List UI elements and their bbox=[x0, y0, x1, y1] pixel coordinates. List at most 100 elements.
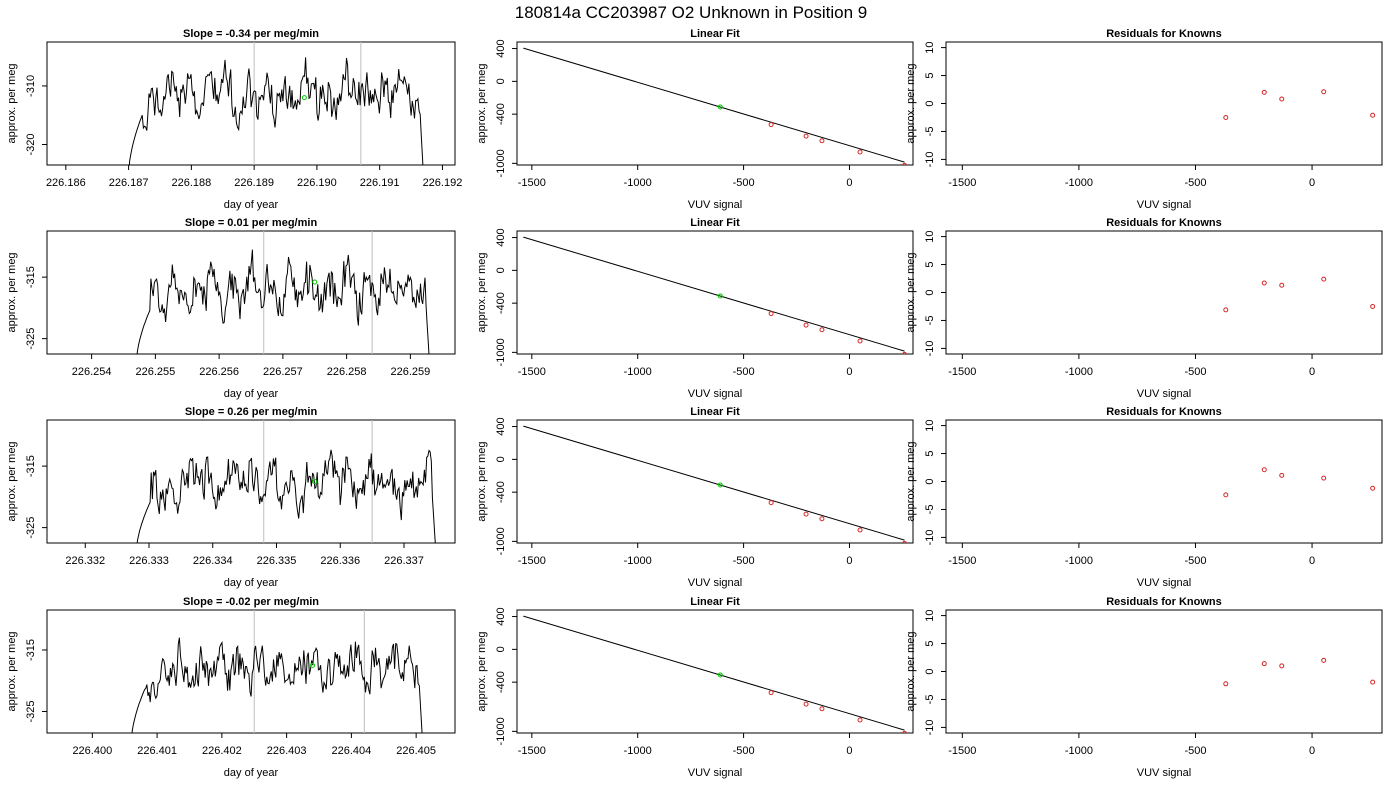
x-tick-label: 226.258 bbox=[327, 366, 367, 378]
x-tick-label: 226.335 bbox=[257, 555, 297, 567]
x-tick-label: -1500 bbox=[948, 745, 976, 757]
residual-point bbox=[1261, 467, 1267, 473]
panel-title: Linear Fit bbox=[690, 406, 740, 418]
x-tick-label: 226.403 bbox=[267, 745, 307, 757]
x-tick-label: -500 bbox=[1184, 555, 1206, 567]
residual-point bbox=[1370, 112, 1376, 118]
plot-frame bbox=[46, 609, 456, 734]
y-tick-label: -400 bbox=[495, 292, 507, 314]
y-tick-label: -1000 bbox=[495, 527, 507, 555]
plot-frame bbox=[46, 419, 456, 544]
y-tick-label: -10 bbox=[924, 340, 936, 356]
x-tick-label: 0 bbox=[1309, 745, 1315, 757]
x-tick-label: 226.254 bbox=[72, 366, 112, 378]
signal-trace bbox=[136, 449, 436, 543]
residual-point bbox=[1223, 114, 1229, 120]
x-tick-label: 0 bbox=[1309, 366, 1315, 378]
x-tick-label: 0 bbox=[1309, 555, 1315, 567]
residual-point bbox=[1279, 282, 1285, 288]
y-tick-label: -5 bbox=[924, 127, 936, 137]
known-standard-point bbox=[803, 511, 809, 517]
unknown-sample-point bbox=[717, 672, 723, 678]
y-axis-label: approx. per meg bbox=[905, 252, 917, 332]
panel-timeseries-row-2: Slope = 0.01 per meg/min day of year appro… bbox=[6, 217, 456, 400]
panel-title: Residuals for Knowns bbox=[1106, 217, 1222, 229]
unknown-sample-point bbox=[312, 479, 318, 484]
residual-point bbox=[1223, 681, 1229, 687]
residual-point bbox=[1279, 663, 1285, 669]
known-standard-point bbox=[819, 516, 825, 522]
x-tick-label: -1500 bbox=[948, 177, 976, 189]
unknown-sample-point bbox=[717, 293, 723, 299]
x-tick-label: 226.186 bbox=[46, 177, 86, 189]
residual-point bbox=[1321, 657, 1327, 663]
x-tick-label: 226.191 bbox=[360, 177, 400, 189]
x-tick-label: 226.400 bbox=[72, 745, 112, 757]
x-tick-label: 226.404 bbox=[331, 745, 371, 757]
plot-frame bbox=[46, 41, 456, 166]
x-tick-label: 226.402 bbox=[202, 745, 242, 757]
x-tick-label: -1000 bbox=[1065, 366, 1093, 378]
y-tick-label: 5 bbox=[924, 640, 936, 646]
known-standard-point bbox=[803, 701, 809, 707]
known-standard-point bbox=[902, 351, 907, 354]
plot-frame bbox=[516, 419, 914, 544]
residual-point bbox=[1321, 89, 1327, 95]
x-tick-label: 226.401 bbox=[137, 745, 177, 757]
y-tick-label: -310 bbox=[25, 75, 37, 97]
y-tick-label: 5 bbox=[924, 450, 936, 456]
x-axis-label: VUV signal bbox=[688, 199, 742, 211]
x-axis-label: VUV signal bbox=[688, 577, 742, 589]
x-tick-label: 0 bbox=[846, 366, 852, 378]
y-tick-label: -325 bbox=[25, 328, 37, 350]
y-tick-label: 10 bbox=[924, 230, 936, 242]
x-tick-label: 226.337 bbox=[384, 555, 424, 567]
signal-trace bbox=[136, 249, 430, 354]
x-tick-label: -500 bbox=[733, 366, 755, 378]
x-tick-label: 226.334 bbox=[193, 555, 233, 567]
panel-title: Linear Fit bbox=[690, 217, 740, 229]
x-tick-label: -1000 bbox=[624, 555, 652, 567]
residual-point bbox=[1261, 280, 1267, 286]
panel-fit-row-1: Linear Fit VUV signal approx. per meg -1500… bbox=[476, 28, 914, 211]
y-tick-label: -5 bbox=[924, 316, 936, 326]
panel-title: Residuals for Knowns bbox=[1106, 28, 1222, 40]
y-axis-label: approx. per meg bbox=[476, 441, 488, 521]
x-tick-label: 226.187 bbox=[109, 177, 149, 189]
plot-area bbox=[128, 42, 424, 165]
unknown-sample-point bbox=[301, 95, 307, 101]
y-tick-label: -5 bbox=[924, 505, 936, 515]
plot-area bbox=[1223, 467, 1376, 498]
plot-area bbox=[136, 420, 436, 543]
panel-timeseries-row-1: Slope = -0.34 per meg/min day of year appr… bbox=[6, 28, 462, 211]
panel-title: Residuals for Knowns bbox=[1106, 596, 1222, 608]
signal-trace bbox=[131, 637, 423, 733]
y-tick-label: 0 bbox=[924, 289, 936, 295]
plot-frame bbox=[46, 230, 456, 355]
x-tick-label: -1500 bbox=[518, 745, 546, 757]
y-tick-label: 0 bbox=[924, 668, 936, 674]
panel-title: Slope = -0.34 per meg/min bbox=[183, 28, 319, 40]
panel-grid: Slope = -0.34 per meg/min day of year appr… bbox=[6, 28, 1383, 779]
y-tick-label: 0 bbox=[495, 646, 507, 652]
y-axis-label: approx. per meg bbox=[6, 63, 18, 143]
y-tick-label: -10 bbox=[924, 719, 936, 735]
y-tick-label: -315 bbox=[25, 639, 37, 661]
x-tick-label: 226.192 bbox=[423, 177, 463, 189]
panel-residuals-row-4: Residuals for Knowns VUV signal approx. pe… bbox=[905, 596, 1383, 779]
plot-frame bbox=[945, 419, 1383, 544]
plot-area bbox=[1223, 276, 1376, 313]
x-tick-label: 226.189 bbox=[234, 177, 274, 189]
y-tick-label: 10 bbox=[924, 609, 936, 621]
unknown-sample-point bbox=[312, 279, 318, 285]
residual-point bbox=[1223, 307, 1229, 313]
x-tick-label: -1500 bbox=[948, 366, 976, 378]
y-axis-label: approx. per meg bbox=[905, 631, 917, 711]
plot-frame bbox=[516, 609, 914, 734]
residual-point bbox=[1279, 96, 1285, 102]
known-standard-point bbox=[857, 717, 863, 723]
x-tick-label: 0 bbox=[1309, 177, 1315, 189]
known-standard-point bbox=[819, 138, 825, 144]
y-axis-label: approx. per meg bbox=[476, 252, 488, 332]
x-axis-label: VUV signal bbox=[1137, 767, 1191, 779]
